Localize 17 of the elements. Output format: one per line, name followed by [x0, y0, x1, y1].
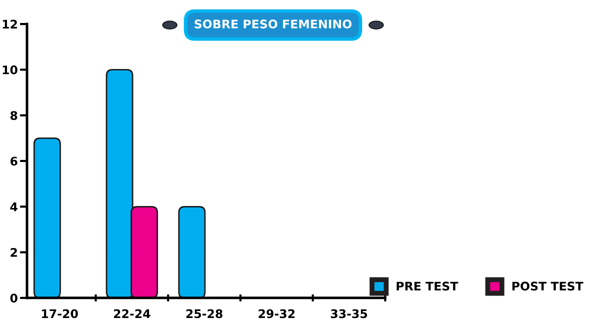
- y-tick-label: 12: [2, 20, 17, 29]
- bar: [33, 137, 61, 298]
- x-tick-label: 17-20: [42, 309, 78, 318]
- chart-title: SOBRE PESO FEMENINO: [194, 20, 352, 28]
- y-tick-label: 4: [10, 202, 18, 212]
- x-tick-label: 25-28: [186, 309, 222, 318]
- y-tick-label: 0: [10, 294, 18, 303]
- legend-label: PRE TEST: [396, 282, 458, 291]
- y-tick-label: 2: [10, 248, 17, 257]
- x-tick-label: 33-35: [330, 309, 368, 318]
- y-tick-label: 10: [2, 65, 18, 74]
- bar: [178, 206, 206, 298]
- y-tick-label: 6: [10, 156, 18, 166]
- x-tick-label: 22-24: [114, 309, 150, 318]
- legend-label: POST TEST: [512, 282, 584, 291]
- x-tick-label: 29-32: [258, 309, 295, 318]
- y-tick-label: 8: [10, 111, 18, 120]
